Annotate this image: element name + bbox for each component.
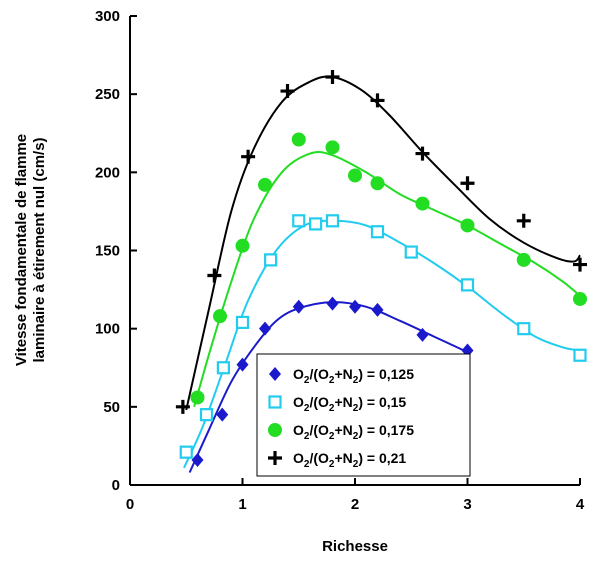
y-tick-label: 300 [95, 8, 120, 25]
y-tick-label: 0 [112, 477, 120, 494]
series-2-point [404, 245, 418, 259]
legend-marker-4 [268, 451, 282, 465]
series-1-point [326, 296, 339, 311]
axes-layer: 0 50 100 150 200 250 300 0 1 2 3 4 [95, 8, 585, 513]
series-4-curve [185, 75, 581, 411]
series-4-point [415, 146, 430, 161]
series-2-point [370, 225, 385, 239]
series-4-point [175, 399, 190, 414]
series-4-point [516, 213, 531, 228]
series-4-point [573, 257, 587, 272]
legend-label-1: O2/(O2+N2) = 0,125 [293, 366, 414, 386]
series-3-point [325, 140, 340, 155]
x-tick-label: 3 [463, 496, 471, 513]
y-tick-label: 150 [95, 243, 120, 260]
series-1-point [191, 452, 204, 467]
series-4-point [207, 268, 222, 283]
series-4-point [370, 93, 385, 108]
y-tick-label: 50 [103, 399, 120, 416]
legend-label-4: O2/(O2+N2) = 0,21 [293, 450, 406, 470]
series-4-point [241, 149, 256, 164]
series-3-point [516, 252, 531, 267]
series-2-point [264, 253, 278, 267]
legend-box [256, 353, 471, 477]
series-3-point [415, 196, 430, 211]
series-3-point [460, 218, 475, 233]
series-2-point [216, 361, 230, 375]
y-tick-label: 250 [95, 86, 120, 103]
series-1-point [416, 327, 429, 342]
series-4-point [325, 69, 340, 84]
x-tick-label: 2 [351, 496, 359, 513]
legend-marker-1 [269, 367, 281, 381]
y-tick-label: 200 [95, 164, 120, 181]
series-4-point [280, 84, 295, 99]
x-axis-label: Richesse [322, 538, 388, 555]
series-3-point [291, 132, 306, 147]
series-3-point [573, 291, 587, 306]
legend-label-2: O2/(O2+N2) = 0,15 [293, 394, 406, 414]
markers-layer [175, 69, 587, 467]
legend-label-3: O2/(O2+N2) = 0,175 [293, 422, 414, 442]
series-2-point [573, 348, 587, 362]
series-2-point [325, 214, 340, 228]
series-2-point [292, 214, 306, 228]
series-2-point [309, 217, 323, 231]
x-tick-label: 0 [126, 496, 134, 513]
series-1-point [292, 299, 305, 314]
series-2-point [199, 408, 214, 422]
legend: O2/(O2+N2) = 0,125 O2/(O2+N2) = 0,15 O2/(O… [256, 353, 471, 477]
y-axis-label-line-2: laminaire à étirement nul (cm/s) [31, 137, 48, 362]
series-3-point [235, 238, 250, 253]
series-3-point [348, 168, 362, 183]
series-1-point [236, 357, 249, 372]
legend-marker-2 [268, 395, 282, 409]
series-3-point [190, 390, 205, 405]
series-1-point [259, 321, 271, 336]
series-3-point [370, 176, 385, 191]
series-1-point [216, 407, 229, 422]
series-3-point [258, 177, 272, 192]
series-2-point [517, 322, 531, 336]
y-axis-label: Vitesse fondamentale de flamme laminaire… [13, 134, 48, 366]
series-1-point [349, 299, 361, 314]
series-3-point [213, 309, 227, 324]
series-1-point [371, 302, 384, 317]
x-tick-label: 1 [238, 496, 246, 513]
series-2-point [460, 278, 475, 292]
legend-marker-3 [268, 423, 282, 437]
y-tick-label: 100 [95, 321, 120, 338]
series-2-point [235, 315, 250, 330]
series-2-point [179, 445, 193, 459]
y-axis-label-line-1: Vitesse fondamentale de flamme [13, 134, 30, 366]
series-4-point [460, 176, 475, 191]
x-tick-label: 4 [576, 496, 585, 513]
